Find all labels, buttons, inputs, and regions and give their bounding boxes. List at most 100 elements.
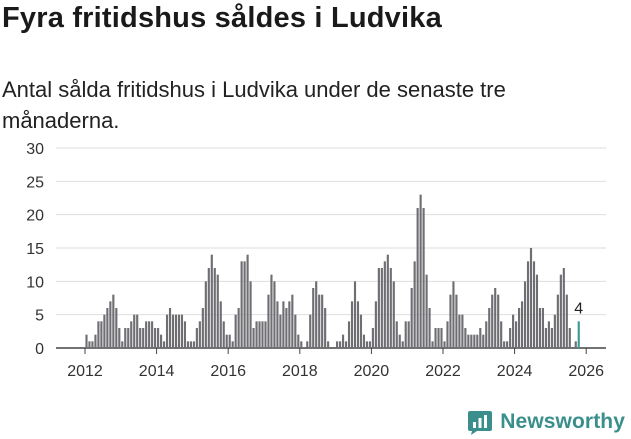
bar <box>174 314 178 348</box>
y-tick-label: 15 <box>26 241 44 258</box>
bar <box>401 341 404 348</box>
bar <box>264 321 267 348</box>
bar <box>461 314 464 348</box>
bar <box>518 308 521 348</box>
bar <box>520 301 524 348</box>
bar <box>124 328 127 348</box>
bar <box>553 314 556 348</box>
bar <box>482 334 485 348</box>
bar <box>512 314 515 348</box>
bar <box>213 268 216 348</box>
bar <box>210 254 213 348</box>
bar <box>324 308 327 348</box>
y-tick-label: 10 <box>26 274 44 291</box>
bar <box>398 334 401 348</box>
bar <box>112 294 115 348</box>
bar <box>523 281 527 348</box>
bar <box>341 334 345 348</box>
bar <box>470 334 473 348</box>
y-tick-label: 20 <box>26 208 44 225</box>
bar <box>103 314 106 348</box>
bar <box>506 341 509 348</box>
bar <box>270 274 273 348</box>
bar <box>195 328 198 348</box>
bar <box>509 328 512 348</box>
bar <box>261 321 264 348</box>
y-tick-label: 25 <box>26 174 44 191</box>
bar <box>133 314 136 348</box>
bar <box>559 274 562 348</box>
bar <box>362 334 366 348</box>
chart-subtitle: Antal sålda fritidshus i Ludvika under d… <box>2 77 506 133</box>
bar <box>157 328 160 348</box>
bar <box>321 294 324 348</box>
bar <box>273 281 276 348</box>
bar <box>294 314 297 348</box>
bar <box>237 308 240 348</box>
brand-logo: Newsworthy <box>467 409 625 435</box>
bar <box>219 301 222 348</box>
bar <box>544 328 547 348</box>
bar <box>538 308 542 348</box>
bar <box>464 328 467 348</box>
bar <box>94 334 97 348</box>
bar <box>189 341 192 348</box>
bar <box>404 321 407 348</box>
bar <box>446 321 449 348</box>
bar <box>91 341 94 348</box>
bar <box>500 321 503 348</box>
bar <box>160 334 163 348</box>
bar <box>276 301 279 348</box>
bar <box>395 321 398 348</box>
bar <box>389 268 392 348</box>
bar <box>383 261 386 348</box>
bar <box>449 294 452 348</box>
bar <box>550 328 553 348</box>
bar <box>535 274 539 348</box>
bar <box>228 334 231 348</box>
bar <box>574 341 577 348</box>
bar <box>291 294 294 348</box>
bar <box>455 294 458 348</box>
bar <box>458 314 461 348</box>
bar <box>422 208 425 348</box>
bar <box>180 314 184 348</box>
bar <box>151 321 154 348</box>
bar <box>413 261 416 348</box>
bar <box>142 328 145 348</box>
x-tick-label: 2012 <box>67 363 103 380</box>
bar <box>100 321 103 348</box>
bar <box>130 321 133 348</box>
bar <box>485 321 488 348</box>
bar <box>437 328 440 348</box>
y-tick-label: 0 <box>35 341 44 358</box>
bar <box>168 308 172 348</box>
bar <box>306 341 309 348</box>
bar <box>377 268 380 348</box>
bar <box>154 328 157 348</box>
bar <box>165 314 169 348</box>
bar <box>201 308 204 348</box>
bar <box>568 328 571 348</box>
bar <box>443 341 446 348</box>
bar <box>479 328 482 348</box>
bar <box>183 321 187 348</box>
bar <box>118 328 121 348</box>
bar <box>350 301 354 348</box>
bar <box>425 274 428 348</box>
bar <box>297 334 300 348</box>
bar <box>171 314 175 348</box>
bar <box>503 341 506 348</box>
brand-name: Newsworthy <box>500 410 625 433</box>
bar <box>476 334 479 348</box>
bar <box>497 294 500 348</box>
bar <box>309 314 312 348</box>
bar <box>529 248 533 348</box>
bar <box>356 301 360 348</box>
bar <box>204 281 207 348</box>
x-tick-label: 2026 <box>568 363 604 380</box>
x-tick-label: 2014 <box>139 363 175 380</box>
bar <box>312 288 315 348</box>
bar <box>127 328 130 348</box>
bar <box>234 314 237 348</box>
